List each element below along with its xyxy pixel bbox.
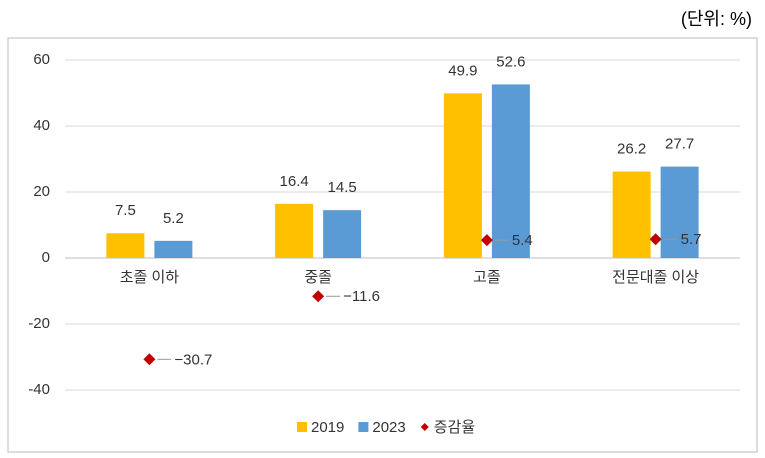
y-tick-label: 20 [33, 183, 50, 200]
data-label: 26.2 [617, 141, 646, 158]
rate-marker [312, 290, 325, 303]
data-label: 52.6 [496, 53, 525, 70]
x-tick-label: 중졸 [304, 269, 332, 286]
rate-marker [480, 234, 493, 247]
legend-swatch [297, 422, 307, 432]
bar [106, 233, 145, 258]
y-tick-label: 60 [33, 51, 50, 68]
bar [660, 166, 699, 258]
rate-marker [649, 233, 662, 246]
legend-label: 2019 [311, 419, 344, 436]
x-tick-label: 고졸 [473, 269, 501, 286]
x-tick-label: 초졸 이하 [120, 269, 180, 286]
data-label: −30.7 [174, 351, 212, 368]
bar [443, 93, 482, 258]
x-tick-label: 전문대졸 이상 [612, 269, 699, 286]
bar [323, 210, 362, 258]
legend-swatch [420, 423, 429, 431]
data-label: 5.4 [512, 232, 533, 249]
rate-marker [143, 353, 156, 366]
bar [275, 203, 314, 258]
data-label: 5.7 [681, 231, 702, 248]
data-label: 7.5 [115, 202, 136, 219]
data-label: 49.9 [448, 62, 477, 79]
bar [612, 171, 651, 258]
bar [154, 240, 193, 258]
y-tick-label: 40 [33, 117, 50, 134]
legend-label: 증감율 [434, 419, 475, 436]
data-label: 5.2 [163, 210, 184, 227]
chart-frame [7, 37, 758, 453]
y-tick-label: -20 [28, 315, 50, 332]
y-tick-label: 0 [42, 249, 50, 266]
bar [491, 84, 530, 258]
legend-swatch [358, 422, 369, 432]
data-label: 27.7 [665, 136, 694, 153]
legend-label: 2023 [372, 419, 405, 436]
data-label: −11.6 [343, 288, 380, 305]
y-tick-label: -40 [28, 381, 50, 398]
data-label: 14.5 [328, 179, 357, 196]
unit-label: (단위: %) [681, 9, 752, 29]
data-label: 16.4 [280, 173, 309, 190]
